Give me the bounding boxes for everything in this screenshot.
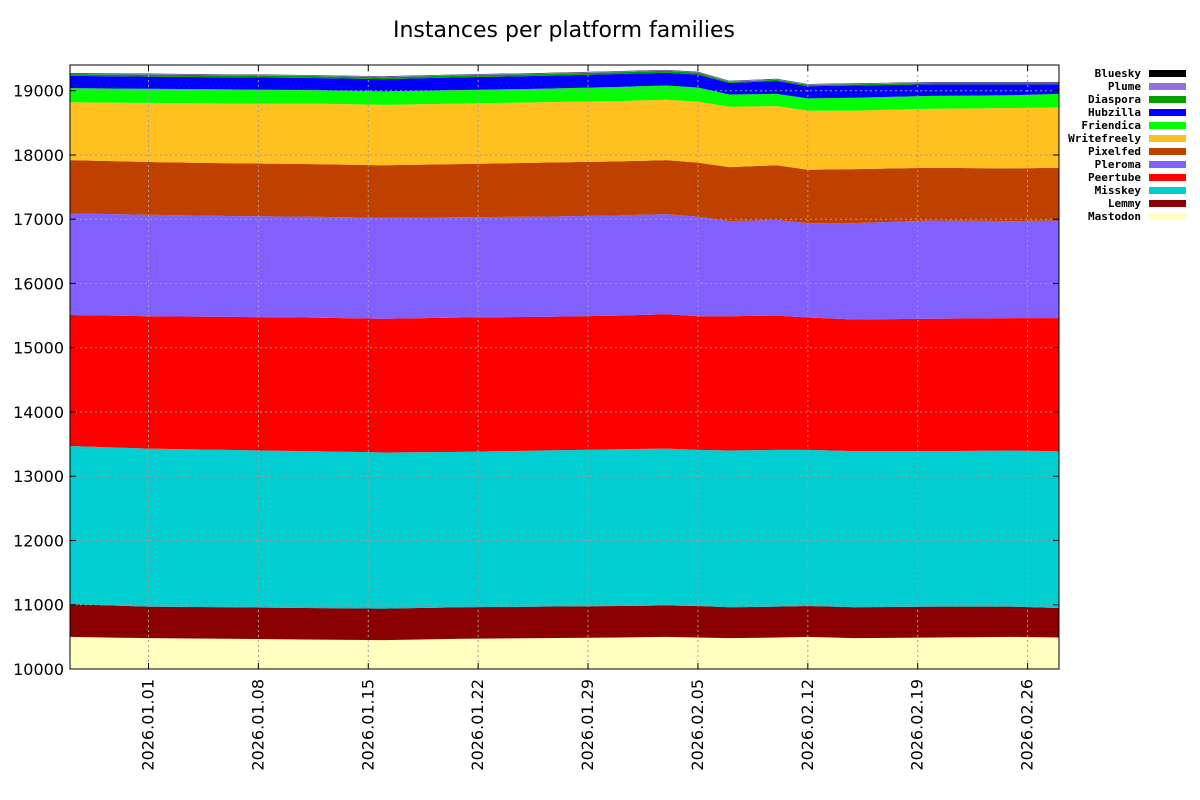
legend-label-lemmy: Lemmy xyxy=(1108,197,1141,210)
legend-label-mastodon: Mastodon xyxy=(1088,210,1141,223)
y-tick-label: 13000 xyxy=(13,467,64,486)
y-tick-label: 12000 xyxy=(13,531,64,550)
areas-layer xyxy=(70,69,1059,669)
legend-swatch-diaspora xyxy=(1149,96,1186,103)
area-peertube xyxy=(70,314,1059,453)
area-bluesky xyxy=(70,69,1059,85)
area-pixelfed xyxy=(70,160,1059,224)
legend: BlueskyPlumeDiasporaHubzillaFriendicaWri… xyxy=(1068,67,1186,223)
legend-label-peertube: Peertube xyxy=(1088,171,1141,184)
legend-swatch-friendica xyxy=(1149,122,1186,129)
x-tick-label: 2026.02.26 xyxy=(1018,679,1037,771)
legend-label-plume: Plume xyxy=(1108,80,1141,93)
x-tick-label: 2026.01.08 xyxy=(248,679,267,771)
legend-label-pleroma: Pleroma xyxy=(1095,158,1141,171)
legend-swatch-misskey xyxy=(1149,187,1186,194)
legend-swatch-peertube xyxy=(1149,174,1186,181)
area-lemmy xyxy=(70,604,1059,641)
legend-swatch-mastodon xyxy=(1149,213,1186,220)
plot-frame xyxy=(69,64,1060,670)
x-tick-label: 2026.02.12 xyxy=(798,679,817,771)
legend-swatch-plume xyxy=(1149,83,1186,90)
x-tick-label: 2026.02.05 xyxy=(688,679,707,771)
legend-label-hubzilla: Hubzilla xyxy=(1088,106,1141,119)
x-tick-label: 2026.01.29 xyxy=(578,679,597,771)
legend-swatch-pleroma xyxy=(1149,161,1186,168)
x-tick-label: 2026.02.19 xyxy=(908,679,927,771)
grid-layer xyxy=(70,65,1059,669)
legend-label-friendica: Friendica xyxy=(1081,119,1141,132)
y-tick-label: 19000 xyxy=(13,82,64,101)
area-plume xyxy=(70,70,1059,85)
legend-swatch-pixelfed xyxy=(1149,148,1186,155)
x-tick-label: 2026.01.01 xyxy=(139,679,158,771)
legend-label-writefreely: Writefreely xyxy=(1068,132,1141,145)
y-tick-label: 16000 xyxy=(13,274,64,293)
y-axis: 10000 11000 12000 13000 14000 15000 16000 17000… xyxy=(13,82,1059,679)
legend-swatch-writefreely xyxy=(1149,135,1186,142)
legend-swatch-bluesky xyxy=(1149,70,1186,77)
x-tick-label: 2026.01.15 xyxy=(358,679,377,771)
area-misskey xyxy=(70,446,1059,609)
legend-label-diaspora: Diaspora xyxy=(1088,93,1141,106)
y-tick-label: 14000 xyxy=(13,403,64,422)
legend-label-bluesky: Bluesky xyxy=(1095,67,1142,80)
x-tick-label: 2026.01.22 xyxy=(468,679,487,771)
y-tick-label: 10000 xyxy=(13,660,64,679)
chart-title: Instances per platform families xyxy=(393,18,735,43)
area-pleroma xyxy=(70,213,1059,320)
y-tick-label: 15000 xyxy=(13,339,64,358)
legend-swatch-lemmy xyxy=(1149,200,1186,207)
y-tick-label: 11000 xyxy=(13,596,64,615)
legend-swatch-hubzilla xyxy=(1149,109,1186,116)
area-writefreely xyxy=(70,99,1059,170)
legend-label-pixelfed: Pixelfed xyxy=(1088,145,1141,158)
area-hubzilla xyxy=(70,72,1059,99)
area-friendica xyxy=(70,85,1059,111)
area-mastodon xyxy=(70,636,1059,669)
legend-label-misskey: Misskey xyxy=(1095,184,1142,197)
x-axis: 2026.01.01 2026.01.08 2026.01.15 2026.01.22… xyxy=(139,65,1037,771)
y-tick-label: 17000 xyxy=(13,210,64,229)
area-diaspora xyxy=(70,70,1059,87)
y-tick-label: 18000 xyxy=(13,146,64,165)
